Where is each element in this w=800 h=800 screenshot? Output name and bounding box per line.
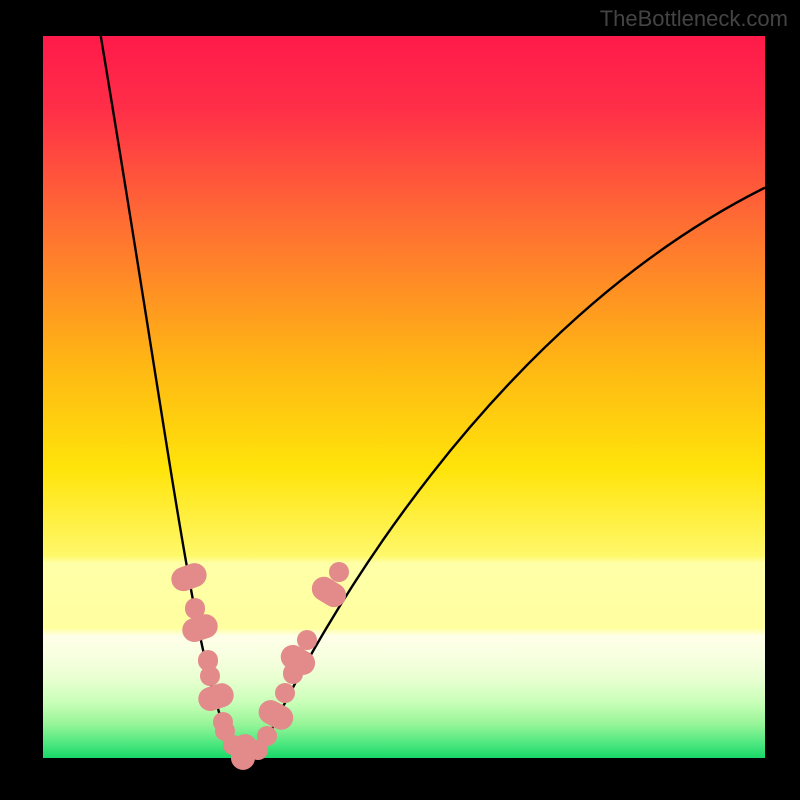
watermark-text: TheBottleneck.com [600,6,788,32]
data-marker [275,683,295,703]
bottleneck-curve [43,36,765,758]
chart-container: TheBottleneck.com [0,0,800,800]
data-marker [200,666,220,686]
plot-area [43,36,765,758]
data-marker [329,562,349,582]
v-curve-path [101,36,765,752]
